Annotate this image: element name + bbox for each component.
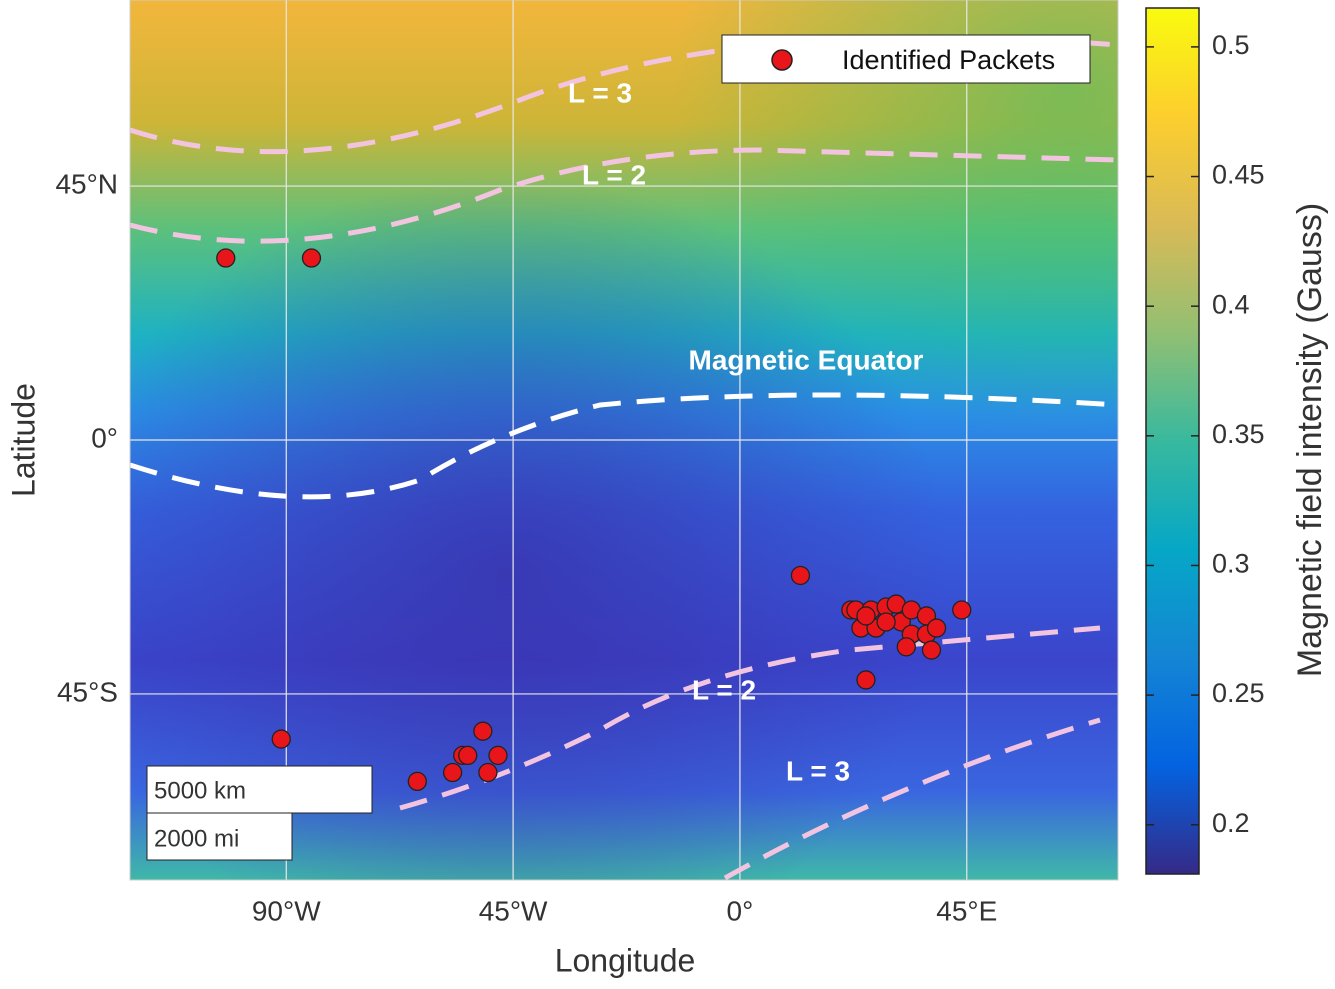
colorbar-tick-label: 0.2 bbox=[1212, 808, 1250, 838]
annotation: L = 3 bbox=[568, 77, 632, 108]
data-point bbox=[216, 248, 236, 268]
colorbar-tick-label: 0.3 bbox=[1212, 549, 1250, 579]
colorbar-tick-label: 0.25 bbox=[1212, 678, 1265, 708]
colorbar-tick-label: 0.5 bbox=[1212, 30, 1250, 60]
scale-bar-box bbox=[146, 812, 293, 861]
data-point bbox=[790, 565, 811, 586]
data-point bbox=[458, 745, 478, 766]
data-point bbox=[926, 618, 947, 638]
annotation: L = 2 bbox=[582, 159, 646, 190]
data-point bbox=[856, 670, 876, 690]
scale-bar-label: 2000 mi bbox=[154, 825, 239, 852]
colorbar-tick-label: 0.45 bbox=[1212, 160, 1265, 190]
colorbar-tick-label: 0.35 bbox=[1212, 419, 1265, 449]
y-tick-label: 0° bbox=[91, 422, 118, 453]
data-point bbox=[478, 762, 498, 783]
annotation: L = 3 bbox=[786, 755, 850, 786]
data-point bbox=[442, 762, 463, 783]
legend-label: Identified Packets bbox=[842, 45, 1055, 75]
x-axis-label: Longitude bbox=[555, 942, 696, 978]
magnetic-equator-line bbox=[130, 392, 1118, 500]
data-point bbox=[473, 721, 493, 741]
x-tick-label: 45°W bbox=[479, 895, 548, 926]
colorbar: 0.2 0.25 0.3 0.35 0.4 0.45 0.5 bbox=[1145, 7, 1265, 875]
data-point bbox=[876, 612, 896, 632]
colorbar-label: Magnetic field intensity (Gauss) bbox=[1291, 203, 1329, 677]
x-tick-label: 45°E bbox=[936, 895, 997, 926]
annotation: L = 2 bbox=[692, 674, 756, 705]
y-tick-label: 45°S bbox=[57, 676, 118, 707]
data-point bbox=[896, 637, 916, 657]
data-point bbox=[271, 729, 291, 749]
data-point bbox=[856, 606, 876, 626]
plot-frame bbox=[129, 0, 1119, 881]
data-point bbox=[488, 745, 508, 766]
legend: Identified Packets bbox=[721, 34, 1091, 84]
colorbar-scale bbox=[1145, 7, 1200, 875]
data-point bbox=[921, 640, 942, 660]
annotation: Magnetic Equator bbox=[689, 344, 924, 375]
x-tick-label: 0° bbox=[727, 895, 754, 926]
plot-area: L = 3 L = 2 Magnetic Equator L = 2 L = 3 500… bbox=[130, 0, 1118, 880]
scale-bar-box bbox=[146, 765, 373, 814]
scale-bar-label: 5000 km bbox=[154, 777, 246, 804]
data-point bbox=[407, 771, 427, 792]
l-shell-line bbox=[723, 717, 1101, 880]
y-axis-label: Latitude bbox=[5, 383, 41, 497]
data-point bbox=[301, 248, 322, 268]
l-shell-line bbox=[130, 147, 1118, 244]
points bbox=[216, 248, 972, 792]
data-point bbox=[952, 600, 972, 620]
annotations: L = 3 L = 2 Magnetic Equator L = 2 L = 3 bbox=[568, 77, 924, 786]
colorbar-tick-label: 0.4 bbox=[1212, 289, 1250, 319]
l-shell-line bbox=[399, 625, 1101, 811]
legend-marker bbox=[771, 49, 793, 71]
x-tick-label: 90°W bbox=[252, 895, 321, 926]
y-tick-label: 45°N bbox=[55, 168, 118, 199]
